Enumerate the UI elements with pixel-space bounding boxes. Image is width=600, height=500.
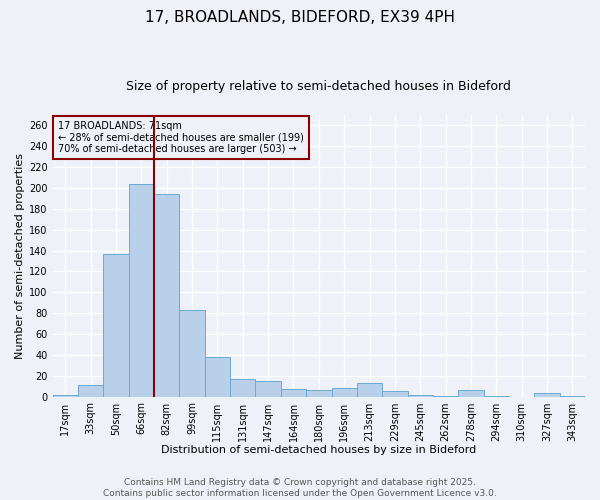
Y-axis label: Number of semi-detached properties: Number of semi-detached properties (15, 153, 25, 359)
Bar (256, 381, 281, 396)
Bar (103, 254, 129, 396)
Text: 17, BROADLANDS, BIDEFORD, EX39 4PH: 17, BROADLANDS, BIDEFORD, EX39 4PH (145, 10, 455, 25)
Bar (179, 310, 205, 396)
Bar (458, 390, 484, 396)
Bar (53, 394, 78, 396)
Bar (78, 385, 103, 396)
Title: Size of property relative to semi-detached houses in Bideford: Size of property relative to semi-detach… (127, 80, 511, 93)
Bar (306, 390, 332, 396)
Bar (154, 194, 179, 396)
Bar (407, 394, 433, 396)
X-axis label: Distribution of semi-detached houses by size in Bideford: Distribution of semi-detached houses by … (161, 445, 476, 455)
Bar (129, 184, 154, 396)
Bar (535, 394, 560, 396)
Bar (230, 379, 256, 396)
Bar (332, 388, 357, 396)
Bar (357, 383, 382, 396)
Bar (205, 357, 230, 397)
Text: Contains HM Land Registry data © Crown copyright and database right 2025.
Contai: Contains HM Land Registry data © Crown c… (103, 478, 497, 498)
Bar (281, 390, 306, 396)
Bar (382, 392, 407, 396)
Text: 17 BROADLANDS: 71sqm
← 28% of semi-detached houses are smaller (199)
70% of semi: 17 BROADLANDS: 71sqm ← 28% of semi-detac… (58, 120, 304, 154)
